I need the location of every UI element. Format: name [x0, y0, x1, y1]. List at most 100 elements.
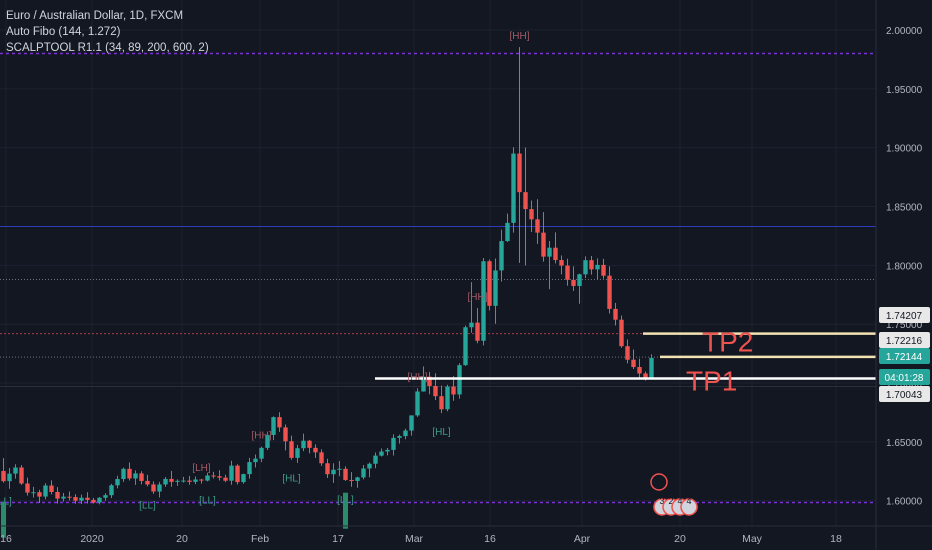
price-scale-tag[interactable] [879, 369, 930, 385]
candle-bullish[interactable] [31, 492, 36, 494]
candle-bearish[interactable] [277, 417, 282, 428]
candle-bearish[interactable] [187, 480, 192, 482]
candle-bullish[interactable] [457, 365, 462, 395]
candle-bearish[interactable] [535, 219, 540, 233]
candle-bearish[interactable] [589, 260, 594, 270]
price-scale-tag[interactable] [879, 386, 930, 402]
candle-bearish[interactable] [433, 385, 438, 397]
candle-bearish[interactable] [475, 322, 480, 341]
candle-bullish[interactable] [121, 468, 126, 480]
candle-bullish[interactable] [391, 437, 396, 450]
candle-bullish[interactable] [595, 264, 600, 270]
candle-bullish[interactable] [415, 391, 420, 416]
candle-bullish[interactable] [361, 468, 366, 478]
candle-bullish[interactable] [193, 479, 198, 482]
event-badge[interactable] [680, 498, 698, 516]
candle-bearish[interactable] [439, 396, 444, 410]
candle-bullish[interactable] [181, 480, 186, 482]
candle-bearish[interactable] [523, 192, 528, 210]
candle-bullish[interactable] [109, 485, 114, 496]
candle-bullish[interactable] [445, 386, 450, 410]
candle-bullish[interactable] [379, 451, 384, 456]
candle-bearish[interactable] [613, 308, 618, 320]
candle-bearish[interactable] [325, 463, 330, 475]
candle-bullish[interactable] [409, 415, 414, 431]
candle-bullish[interactable] [397, 436, 402, 438]
candle-bearish[interactable] [559, 260, 564, 266]
candle-bearish[interactable] [139, 473, 144, 481]
candle-bearish[interactable] [601, 264, 606, 276]
candle-bullish[interactable] [241, 474, 246, 483]
candle-bearish[interactable] [517, 153, 522, 193]
price-scale-tag[interactable] [879, 348, 930, 364]
candle-bullish[interactable] [355, 477, 360, 481]
candle-bearish[interactable] [151, 484, 156, 492]
candle-bearish[interactable] [319, 452, 324, 464]
candle-bullish[interactable] [175, 480, 180, 482]
candle-bearish[interactable] [565, 265, 570, 280]
candle-bullish[interactable] [43, 485, 48, 497]
candle-bullish[interactable] [247, 462, 252, 475]
candle-bullish[interactable] [511, 153, 516, 223]
candle-bullish[interactable] [229, 465, 234, 481]
candle-bullish[interactable] [115, 479, 120, 486]
candle-bullish[interactable] [103, 495, 108, 498]
candle-bullish[interactable] [469, 322, 474, 328]
candle-bearish[interactable] [1, 471, 6, 482]
candle-bearish[interactable] [487, 261, 492, 306]
candle-bullish[interactable] [463, 327, 468, 366]
candle-bullish[interactable] [253, 458, 258, 463]
candle-bullish[interactable] [547, 247, 552, 257]
candle-bullish[interactable] [97, 497, 102, 503]
candle-bullish[interactable] [577, 274, 582, 286]
candle-bullish[interactable] [133, 473, 138, 479]
candle-bearish[interactable] [25, 483, 30, 493]
candle-bullish[interactable] [493, 270, 498, 306]
candle-bearish[interactable] [19, 467, 24, 484]
candle-bullish[interactable] [499, 241, 504, 271]
candle-bearish[interactable] [553, 247, 558, 261]
candle-bearish[interactable] [145, 480, 150, 485]
candle-bullish[interactable] [301, 440, 306, 449]
candle-bullish[interactable] [337, 468, 342, 470]
price-scale-tag[interactable] [879, 307, 930, 323]
candle-bullish[interactable] [271, 417, 276, 435]
candle-bullish[interactable] [481, 261, 486, 341]
price-axis[interactable] [876, 0, 932, 550]
candle-bullish[interactable] [373, 455, 378, 464]
candle-bearish[interactable] [55, 491, 60, 499]
candle-bearish[interactable] [199, 479, 204, 481]
candle-bullish[interactable] [403, 430, 408, 437]
candle-bullish[interactable] [205, 475, 210, 481]
plot-area[interactable] [0, 0, 876, 526]
candle-bearish[interactable] [529, 209, 534, 220]
candle-bearish[interactable] [211, 475, 216, 477]
candle-bearish[interactable] [91, 499, 96, 503]
candle-bearish[interactable] [73, 497, 78, 501]
candle-bearish[interactable] [625, 346, 630, 360]
candle-bearish[interactable] [607, 275, 612, 309]
candle-bearish[interactable] [619, 319, 624, 347]
candle-bearish[interactable] [217, 476, 222, 478]
candle-bearish[interactable] [37, 492, 42, 497]
candle-bullish[interactable] [421, 376, 426, 392]
candle-bearish[interactable] [67, 496, 72, 498]
candle-bullish[interactable] [157, 484, 162, 492]
candle-bullish[interactable] [259, 447, 264, 459]
candle-bullish[interactable] [583, 260, 588, 275]
candle-bearish[interactable] [571, 279, 576, 286]
candle-bearish[interactable] [283, 427, 288, 442]
indicator-scalptool[interactable]: SCALPTOOL R1.1 (34, 89, 200, 600, 2) [6, 42, 209, 54]
candle-bearish[interactable] [127, 468, 132, 479]
candle-bullish[interactable] [13, 467, 18, 474]
candle-bullish[interactable] [265, 434, 270, 448]
candle-bearish[interactable] [289, 441, 294, 458]
price-scale-tag[interactable] [879, 332, 930, 348]
candle-bearish[interactable] [451, 386, 456, 395]
candle-bullish[interactable] [505, 222, 510, 242]
candle-bearish[interactable] [223, 477, 228, 481]
candle-bearish[interactable] [631, 359, 636, 368]
candle-bearish[interactable] [169, 478, 174, 482]
candle-bearish[interactable] [427, 376, 432, 386]
